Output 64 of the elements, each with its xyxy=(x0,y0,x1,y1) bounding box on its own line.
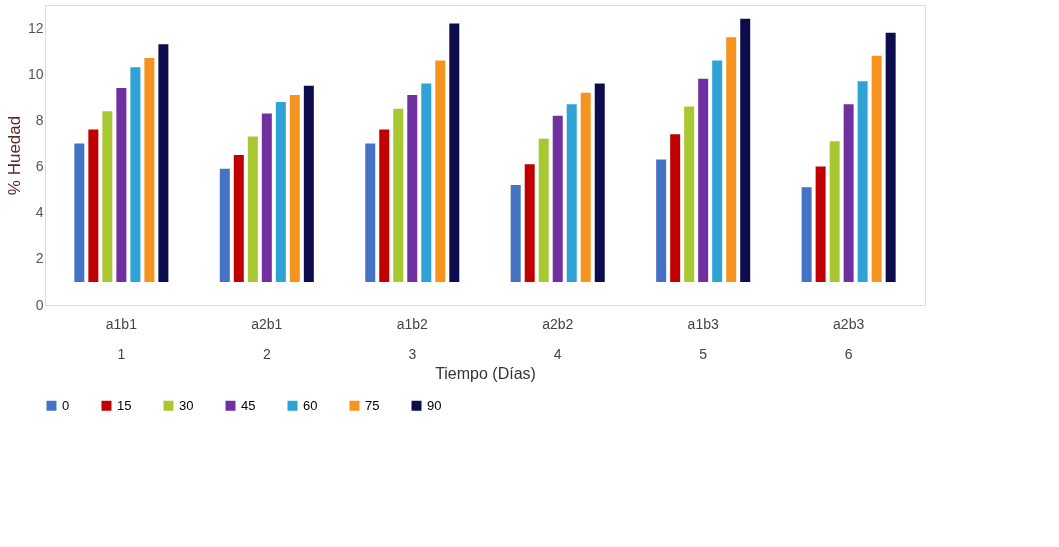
bar xyxy=(566,104,577,282)
x-tick-label: a2b1 2 xyxy=(251,315,283,362)
legend-label: 90 xyxy=(427,397,442,413)
y-tick-label: 4 xyxy=(35,204,44,221)
bar xyxy=(130,67,141,282)
bar xyxy=(435,60,446,282)
bar xyxy=(698,78,709,282)
bar xyxy=(219,168,230,282)
y-tick-label: 10 xyxy=(27,65,44,82)
bar xyxy=(538,138,549,282)
bar xyxy=(740,18,751,282)
bar xyxy=(815,166,826,282)
x-tick-label: a2b3 6 xyxy=(833,315,865,362)
x-tick-label: a2b2 4 xyxy=(542,315,574,362)
bar xyxy=(247,136,258,282)
y-tick-label: 12 xyxy=(27,19,44,36)
bar xyxy=(712,60,723,282)
bar xyxy=(656,159,667,282)
x-axis-title: Tiempo (Días) xyxy=(435,364,536,382)
bar xyxy=(449,23,460,282)
bar xyxy=(801,187,812,282)
bar xyxy=(88,129,99,282)
x-tick-label: a1b2 3 xyxy=(396,315,429,362)
bar xyxy=(289,95,300,282)
bar xyxy=(407,95,418,282)
bar xyxy=(843,104,854,282)
x-tick-label: a1b1 1 xyxy=(105,315,138,362)
bar xyxy=(365,143,376,282)
y-tick-label: 2 xyxy=(35,250,44,267)
bar xyxy=(275,101,286,282)
legend-label: 30 xyxy=(179,397,194,413)
y-tick-label: 0 xyxy=(35,296,44,313)
bar xyxy=(303,85,314,282)
bar xyxy=(857,81,868,282)
bar xyxy=(524,164,535,282)
bar xyxy=(670,134,681,282)
bar xyxy=(74,143,85,282)
bar xyxy=(885,32,896,282)
bar xyxy=(261,113,272,282)
bar xyxy=(594,83,605,282)
bar xyxy=(158,44,169,282)
bar xyxy=(684,106,695,282)
x-tick-label: a1b3 5 xyxy=(687,315,719,362)
bar xyxy=(552,115,563,282)
bar xyxy=(379,129,390,282)
legend-label: 45 xyxy=(241,397,256,413)
bar xyxy=(510,185,521,282)
bar xyxy=(726,37,737,282)
legend-label: 60 xyxy=(303,397,318,413)
y-tick-label: 6 xyxy=(35,158,44,175)
bar xyxy=(393,108,404,282)
y-tick-label: 8 xyxy=(35,111,44,128)
legend-label: 15 xyxy=(117,397,132,413)
y-axis-title: % Huedad xyxy=(4,115,24,196)
bar xyxy=(116,88,127,282)
bar xyxy=(144,58,155,282)
bar xyxy=(102,111,113,282)
legend-label: 0 xyxy=(62,397,70,413)
bar xyxy=(829,141,840,282)
bar xyxy=(233,155,244,282)
bar xyxy=(580,92,591,282)
bar xyxy=(421,83,432,282)
bar xyxy=(871,55,882,282)
legend-label: 75 xyxy=(365,397,380,413)
